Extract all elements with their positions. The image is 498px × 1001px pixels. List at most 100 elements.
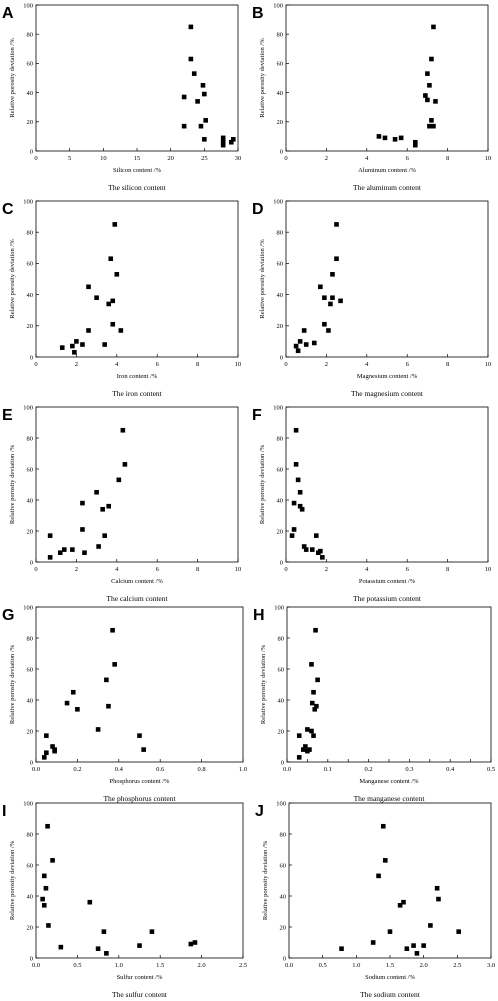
x-tick-label: 2.5	[453, 962, 461, 969]
data-point	[45, 823, 50, 829]
data-point	[44, 733, 49, 738]
data-point	[195, 99, 200, 104]
data-point	[326, 328, 331, 333]
x-tick-label: 0.2	[365, 766, 373, 773]
panel-letter: A	[2, 5, 14, 22]
x-tick-label: 4	[365, 155, 369, 162]
y-tick-label: 20	[27, 119, 34, 126]
data-point	[106, 301, 112, 307]
y-tick-label: 60	[277, 466, 284, 473]
data-point	[86, 284, 91, 290]
y-tick-label: 60	[277, 61, 284, 68]
data-point	[411, 943, 416, 948]
data-point	[112, 662, 117, 667]
y-axis-label: Relative porosity deviation /%	[9, 644, 16, 724]
x-axis-label: Iron content /%	[117, 373, 158, 380]
data-point	[70, 689, 76, 695]
data-point	[57, 550, 63, 555]
x-axis-label: Sulfur content /%	[117, 974, 163, 981]
data-point	[114, 272, 120, 277]
y-tick-label: 100	[23, 404, 33, 411]
x-axis-label: Calcium content /%	[111, 578, 163, 585]
y-tick-label: 80	[27, 831, 34, 838]
data-point	[303, 342, 309, 347]
data-point	[339, 946, 344, 951]
y-tick-label: 20	[277, 119, 284, 126]
plot-frame	[285, 4, 489, 152]
y-tick-label: 0	[30, 354, 33, 361]
x-tick-label: 2	[325, 155, 328, 162]
x-tick-label: 10	[235, 361, 242, 368]
data-point	[322, 295, 327, 301]
x-tick-label: 6	[156, 361, 160, 368]
x-tick-label: 10	[235, 566, 242, 573]
x-tick-label: 8	[196, 361, 199, 368]
data-point	[309, 700, 315, 706]
data-point	[307, 747, 312, 752]
data-point	[412, 142, 418, 148]
data-point	[44, 750, 49, 755]
chart-caption: The silicon content	[108, 183, 166, 192]
y-tick-label: 40	[27, 697, 34, 704]
x-tick-label: 6	[156, 566, 160, 573]
data-point	[198, 123, 204, 129]
y-axis-label: Relative porosity deviation /%	[262, 840, 269, 920]
chart-caption: The potassium content	[353, 594, 422, 603]
data-point	[191, 71, 197, 76]
y-tick-label: 100	[23, 198, 33, 205]
x-tick-label: 0.8	[198, 766, 206, 773]
x-tick-label: 2	[325, 566, 328, 573]
data-point	[314, 533, 319, 538]
data-point	[295, 477, 301, 483]
panel-letter: D	[252, 201, 264, 218]
data-point	[334, 222, 339, 227]
x-tick-label: 0.5	[319, 962, 327, 969]
data-point	[122, 462, 128, 467]
panel-letter: J	[255, 803, 264, 820]
data-point	[427, 123, 432, 129]
data-point	[120, 427, 126, 433]
data-point	[41, 903, 47, 908]
chart-caption: The phosphorus content	[103, 794, 176, 803]
data-point	[293, 462, 299, 467]
y-tick-label: 60	[277, 261, 284, 268]
data-point	[311, 340, 317, 346]
x-axis-label: Phosphorus content /%	[110, 778, 171, 785]
data-point	[303, 547, 309, 552]
x-tick-label: 15	[134, 155, 141, 162]
data-point	[429, 56, 434, 62]
data-point	[296, 755, 302, 760]
data-point	[192, 940, 198, 945]
data-point	[309, 662, 314, 667]
y-tick-label: 100	[273, 404, 283, 411]
data-point	[334, 256, 339, 262]
data-point	[412, 139, 418, 145]
data-point	[296, 733, 302, 738]
x-tick-label: 2.5	[239, 962, 247, 969]
data-point	[312, 707, 318, 712]
plot-frame	[285, 406, 489, 563]
x-tick-label: 0.4	[115, 766, 124, 773]
x-tick-label: 10	[100, 155, 107, 162]
data-point	[434, 885, 440, 891]
y-tick-label: 80	[277, 435, 284, 442]
data-point	[104, 677, 109, 683]
data-point	[102, 342, 107, 347]
data-point	[301, 747, 306, 752]
data-point	[47, 555, 53, 560]
x-tick-label: 0.0	[32, 962, 40, 969]
y-tick-label: 20	[27, 728, 34, 735]
data-point	[295, 348, 301, 354]
panel-letter: B	[252, 5, 264, 22]
x-tick-label: 3.0	[487, 962, 495, 969]
x-tick-label: 20	[167, 155, 174, 162]
y-tick-label: 100	[273, 198, 283, 205]
data-point	[104, 951, 109, 956]
data-point	[102, 533, 107, 538]
data-point	[110, 321, 116, 327]
data-point	[297, 489, 303, 495]
y-tick-label: 20	[277, 323, 284, 330]
y-tick-label: 0	[30, 148, 33, 155]
plot-frame	[35, 4, 239, 152]
